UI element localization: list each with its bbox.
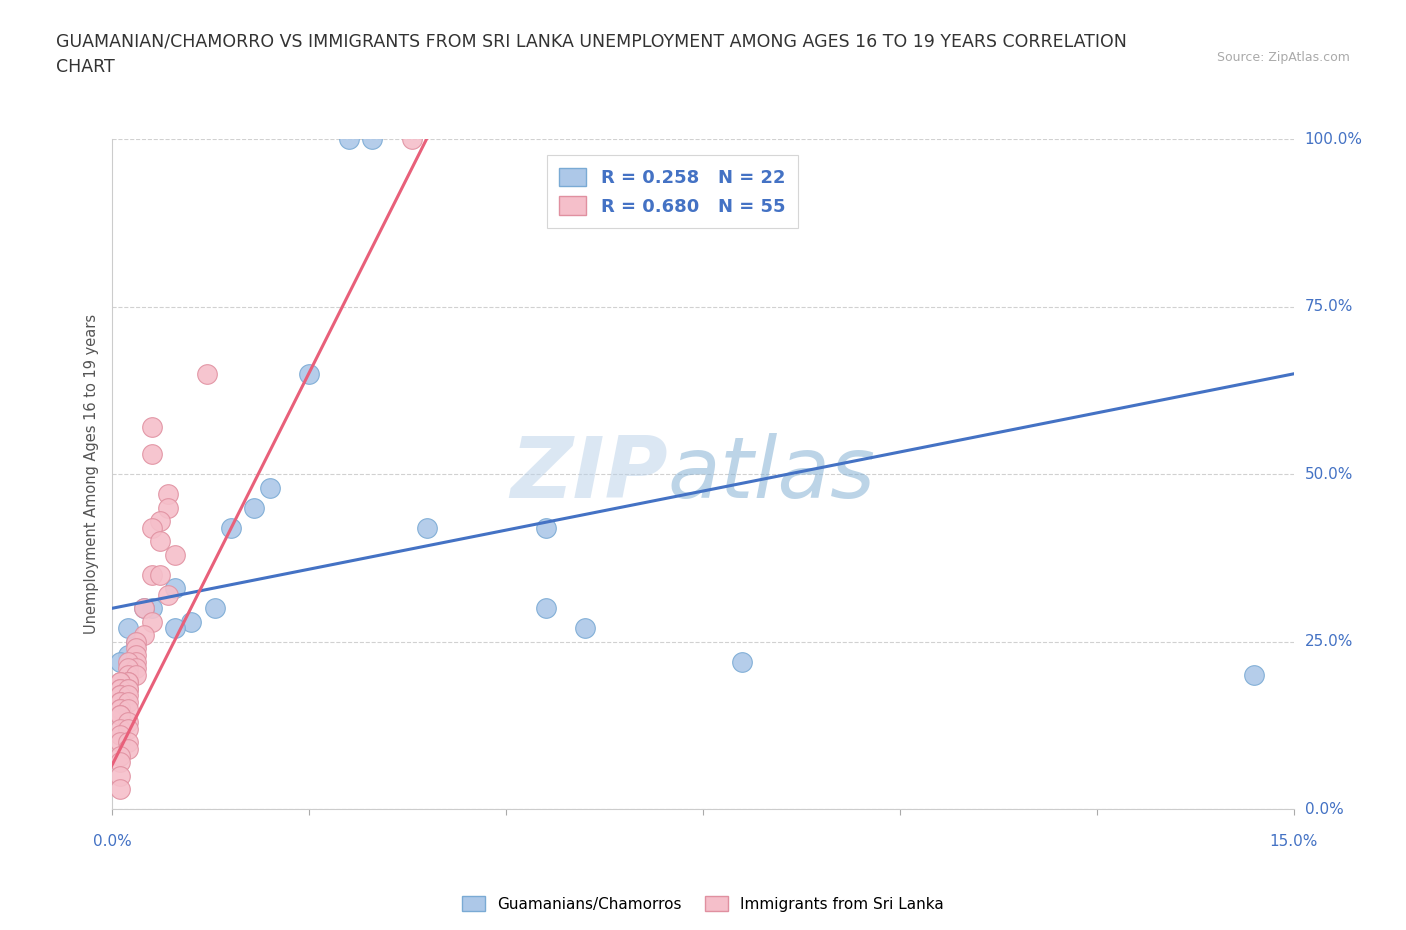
- Text: Source: ZipAtlas.com: Source: ZipAtlas.com: [1216, 51, 1350, 64]
- Point: [110, 681, 132, 696]
- Point: [110, 708, 132, 723]
- Text: CHART: CHART: [56, 58, 115, 75]
- Point: [141, 614, 163, 629]
- Point: [125, 641, 148, 656]
- Text: 50.0%: 50.0%: [1305, 467, 1353, 482]
- Point: [110, 674, 132, 689]
- Legend: Guamanians/Chamorros, Immigrants from Sri Lanka: Guamanians/Chamorros, Immigrants from Sr…: [456, 889, 950, 918]
- Point: [156, 588, 179, 603]
- Point: [149, 513, 172, 528]
- Point: [110, 755, 132, 770]
- Point: [117, 621, 139, 636]
- Point: [110, 768, 132, 783]
- Point: [117, 695, 139, 710]
- Point: [204, 601, 226, 616]
- Point: [110, 708, 132, 723]
- Point: [416, 521, 439, 536]
- Point: [110, 748, 132, 763]
- Point: [219, 521, 242, 536]
- Point: [110, 728, 132, 743]
- Point: [110, 655, 132, 670]
- Point: [125, 668, 148, 683]
- Point: [117, 681, 139, 696]
- Text: 0.0%: 0.0%: [93, 834, 132, 849]
- Point: [361, 132, 384, 147]
- Text: GUAMANIAN/CHAMORRO VS IMMIGRANTS FROM SRI LANKA UNEMPLOYMENT AMONG AGES 16 TO 19: GUAMANIAN/CHAMORRO VS IMMIGRANTS FROM SR…: [56, 33, 1128, 50]
- Point: [110, 695, 132, 710]
- Point: [156, 500, 179, 515]
- Point: [125, 655, 148, 670]
- Point: [165, 621, 187, 636]
- Point: [117, 735, 139, 750]
- Point: [141, 567, 163, 582]
- Point: [141, 521, 163, 536]
- Point: [117, 681, 139, 696]
- Point: [117, 701, 139, 716]
- Point: [125, 634, 148, 649]
- Point: [125, 634, 148, 649]
- Point: [149, 567, 172, 582]
- Point: [401, 132, 423, 147]
- Point: [117, 655, 139, 670]
- Point: [110, 701, 132, 716]
- Point: [141, 601, 163, 616]
- Point: [117, 668, 139, 683]
- Point: [243, 500, 266, 515]
- Point: [110, 688, 132, 703]
- Text: 0.0%: 0.0%: [1305, 802, 1343, 817]
- Point: [259, 480, 281, 495]
- Point: [117, 661, 139, 676]
- Point: [110, 735, 132, 750]
- Text: ZIP: ZIP: [510, 432, 668, 516]
- Point: [141, 420, 163, 435]
- Point: [534, 521, 557, 536]
- Point: [149, 534, 172, 549]
- Point: [156, 487, 179, 502]
- Text: 15.0%: 15.0%: [1270, 834, 1317, 849]
- Point: [117, 674, 139, 689]
- Point: [117, 647, 139, 662]
- Point: [132, 601, 155, 616]
- Text: 75.0%: 75.0%: [1305, 299, 1353, 314]
- Point: [110, 722, 132, 737]
- Y-axis label: Unemployment Among Ages 16 to 19 years: Unemployment Among Ages 16 to 19 years: [84, 314, 100, 634]
- Point: [195, 366, 218, 381]
- Point: [141, 446, 163, 461]
- Text: 100.0%: 100.0%: [1305, 132, 1362, 147]
- Point: [110, 674, 132, 689]
- Point: [110, 695, 132, 710]
- Point: [132, 628, 155, 643]
- Point: [110, 681, 132, 696]
- Point: [165, 580, 187, 595]
- Text: atlas: atlas: [668, 432, 876, 516]
- Point: [180, 614, 202, 629]
- Point: [110, 688, 132, 703]
- Point: [337, 132, 360, 147]
- Point: [117, 722, 139, 737]
- Point: [125, 661, 148, 676]
- Point: [534, 601, 557, 616]
- Point: [117, 688, 139, 703]
- Point: [574, 621, 596, 636]
- Point: [298, 366, 321, 381]
- Legend: R = 0.258   N = 22, R = 0.680   N = 55: R = 0.258 N = 22, R = 0.680 N = 55: [547, 155, 799, 228]
- Text: 25.0%: 25.0%: [1305, 634, 1353, 649]
- Point: [1243, 668, 1265, 683]
- Point: [110, 701, 132, 716]
- Point: [110, 781, 132, 796]
- Point: [117, 741, 139, 756]
- Point: [117, 674, 139, 689]
- Point: [165, 547, 187, 562]
- Point: [117, 714, 139, 729]
- Point: [125, 647, 148, 662]
- Point: [731, 655, 754, 670]
- Point: [132, 601, 155, 616]
